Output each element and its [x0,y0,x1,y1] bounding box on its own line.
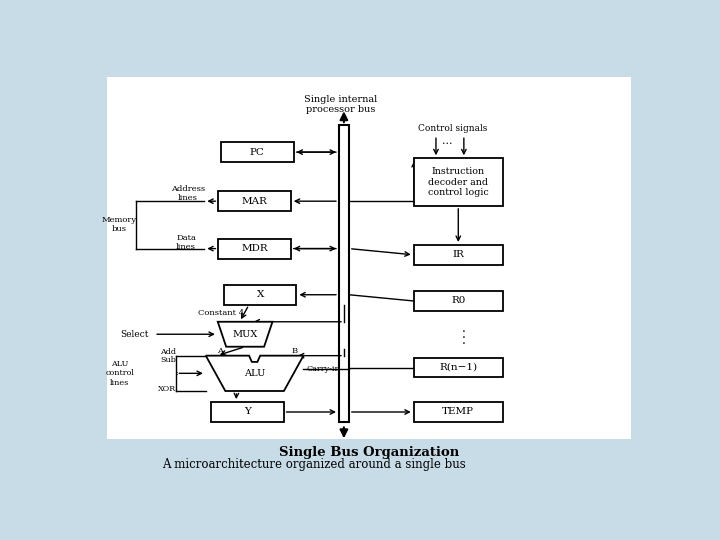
Text: PC: PC [250,147,265,157]
Text: MAR: MAR [242,197,268,206]
Text: R0: R0 [451,296,465,306]
Text: X: X [256,290,264,299]
Text: .: . [462,334,466,347]
Bar [224,285,297,305]
Text: A microarchitecture organized around a single bus: A microarchitecture organized around a s… [163,458,467,471]
Text: TEMP: TEMP [442,408,474,416]
Text: Data
lines: Data lines [176,234,196,251]
Text: MDR: MDR [241,244,268,253]
Text: IR: IR [452,251,464,259]
Bar [414,158,503,206]
Text: Single Bus Organization: Single Bus Organization [279,446,459,459]
Text: .: . [462,321,466,334]
Text: Address
lines: Address lines [171,185,204,202]
Text: Carry-in: Carry-in [306,365,340,373]
Bar [414,291,503,311]
Bar [218,239,291,259]
Text: Single internal
processor bus: Single internal processor bus [305,94,378,114]
Bar [221,142,294,162]
Text: XOR: XOR [158,385,176,393]
Bar [414,357,503,377]
Text: ALU: ALU [244,369,265,378]
Text: Sub: Sub [161,356,176,364]
Text: R(n−1): R(n−1) [439,363,477,372]
Text: ALU
control
lines: ALU control lines [105,360,134,387]
Text: Memory
bus: Memory bus [102,217,137,233]
Text: Y: Y [244,408,251,416]
Polygon shape [217,322,272,347]
Bar [414,402,503,422]
Text: B: B [292,347,298,355]
Bar [211,402,284,422]
Text: .: . [462,328,466,341]
Text: ...: ... [442,136,452,146]
Text: Constant 4: Constant 4 [198,309,244,318]
Text: Instruction
decoder and
control logic: Instruction decoder and control logic [428,167,489,197]
Text: Control signals: Control signals [418,124,487,133]
Bar [339,125,349,422]
Text: Add: Add [161,348,176,356]
Polygon shape [206,356,303,391]
Text: Select: Select [120,330,148,339]
Text: MUX: MUX [233,330,258,339]
Bar [218,191,291,211]
FancyBboxPatch shape [107,77,631,439]
Text: :: : [175,369,178,377]
Text: A: A [217,347,222,355]
Bar [414,245,503,265]
